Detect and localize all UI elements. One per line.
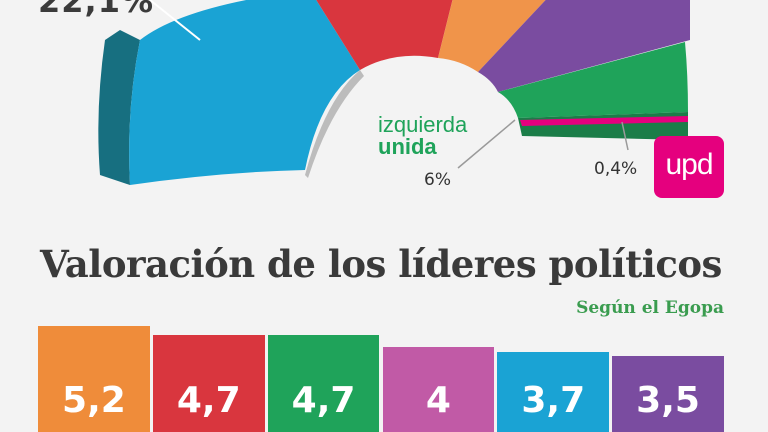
slice-iu: [498, 42, 688, 118]
leader-line-upyd: [621, 121, 629, 151]
slice-upyd: [520, 116, 688, 126]
bar-3: 4,7: [267, 334, 380, 432]
slice-psoe: [316, 0, 453, 70]
leader-line-iu: [457, 119, 516, 169]
bar-6: 3,5: [612, 356, 724, 432]
iu-logo-line1: izquierda: [378, 112, 468, 137]
leader-rating-bars: 5,2 4,7 4,7 4 3,7 3,5: [38, 300, 724, 432]
slice-pp: [129, 0, 360, 185]
slice-label-iu: 6%: [424, 170, 451, 190]
slice-label-pp: 22,1%: [38, 0, 155, 20]
slice-pp-side: [98, 30, 140, 185]
bar-2: 4,7: [152, 334, 265, 432]
bar-value-label-6: 3,5: [636, 380, 700, 421]
slice-podemos: [478, 0, 690, 92]
bar-5: 3,7: [497, 352, 610, 432]
bar-value-label-3: 4,7: [291, 380, 356, 421]
bar-value-label-2: 4,7: [176, 380, 241, 421]
bar-value-label-1: 5,2: [62, 380, 126, 421]
slice-label-upyd: 0,4%: [594, 159, 638, 179]
upd-logo: upd: [654, 136, 724, 198]
bar-value-label-4: 4: [425, 380, 451, 421]
slice-cs: [438, 0, 546, 72]
chart-title: Valoración de los líderes políticos: [40, 242, 722, 286]
leader-line-pp: [149, 0, 201, 41]
iu-logo: izquierda unida: [378, 114, 467, 158]
bar-value-label-5: 3,7: [521, 380, 586, 421]
bar-4: 4: [382, 347, 495, 432]
chart-subtitle: Según el Egopa: [576, 298, 724, 318]
iu-logo-line2: unida: [378, 134, 437, 159]
seat-distribution-chart: [98, 0, 690, 185]
bar-1: 5,2: [38, 326, 150, 432]
hemicycle-inner-shadow: [305, 70, 364, 178]
